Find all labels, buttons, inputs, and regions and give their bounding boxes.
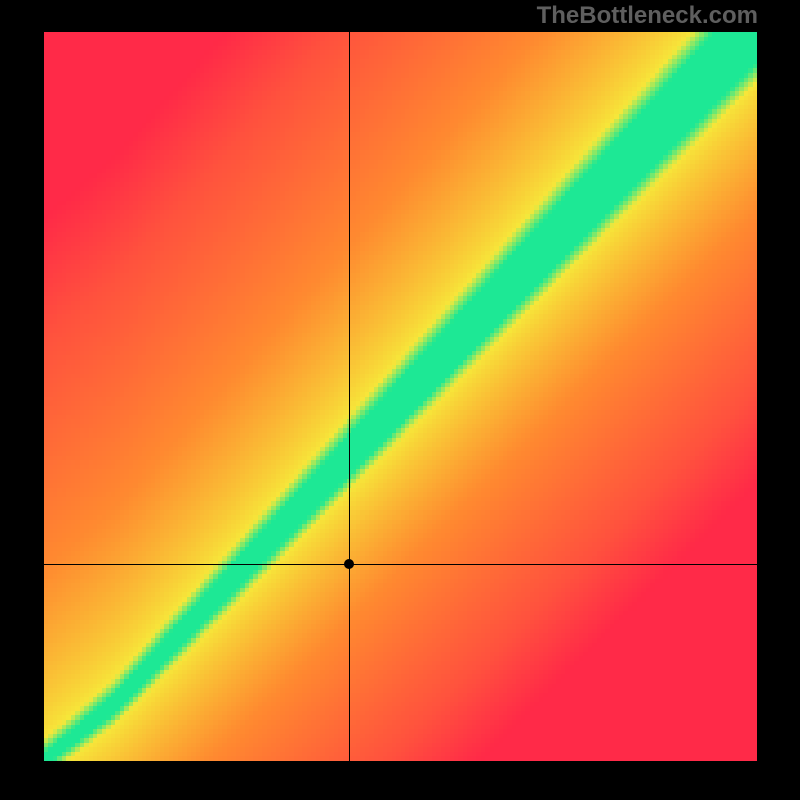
crosshair-horizontal [44,564,757,565]
bottleneck-heatmap [44,32,757,761]
crosshair-vertical [349,32,350,761]
crosshair-marker [344,559,354,569]
watermark-text: TheBottleneck.com [537,2,758,30]
